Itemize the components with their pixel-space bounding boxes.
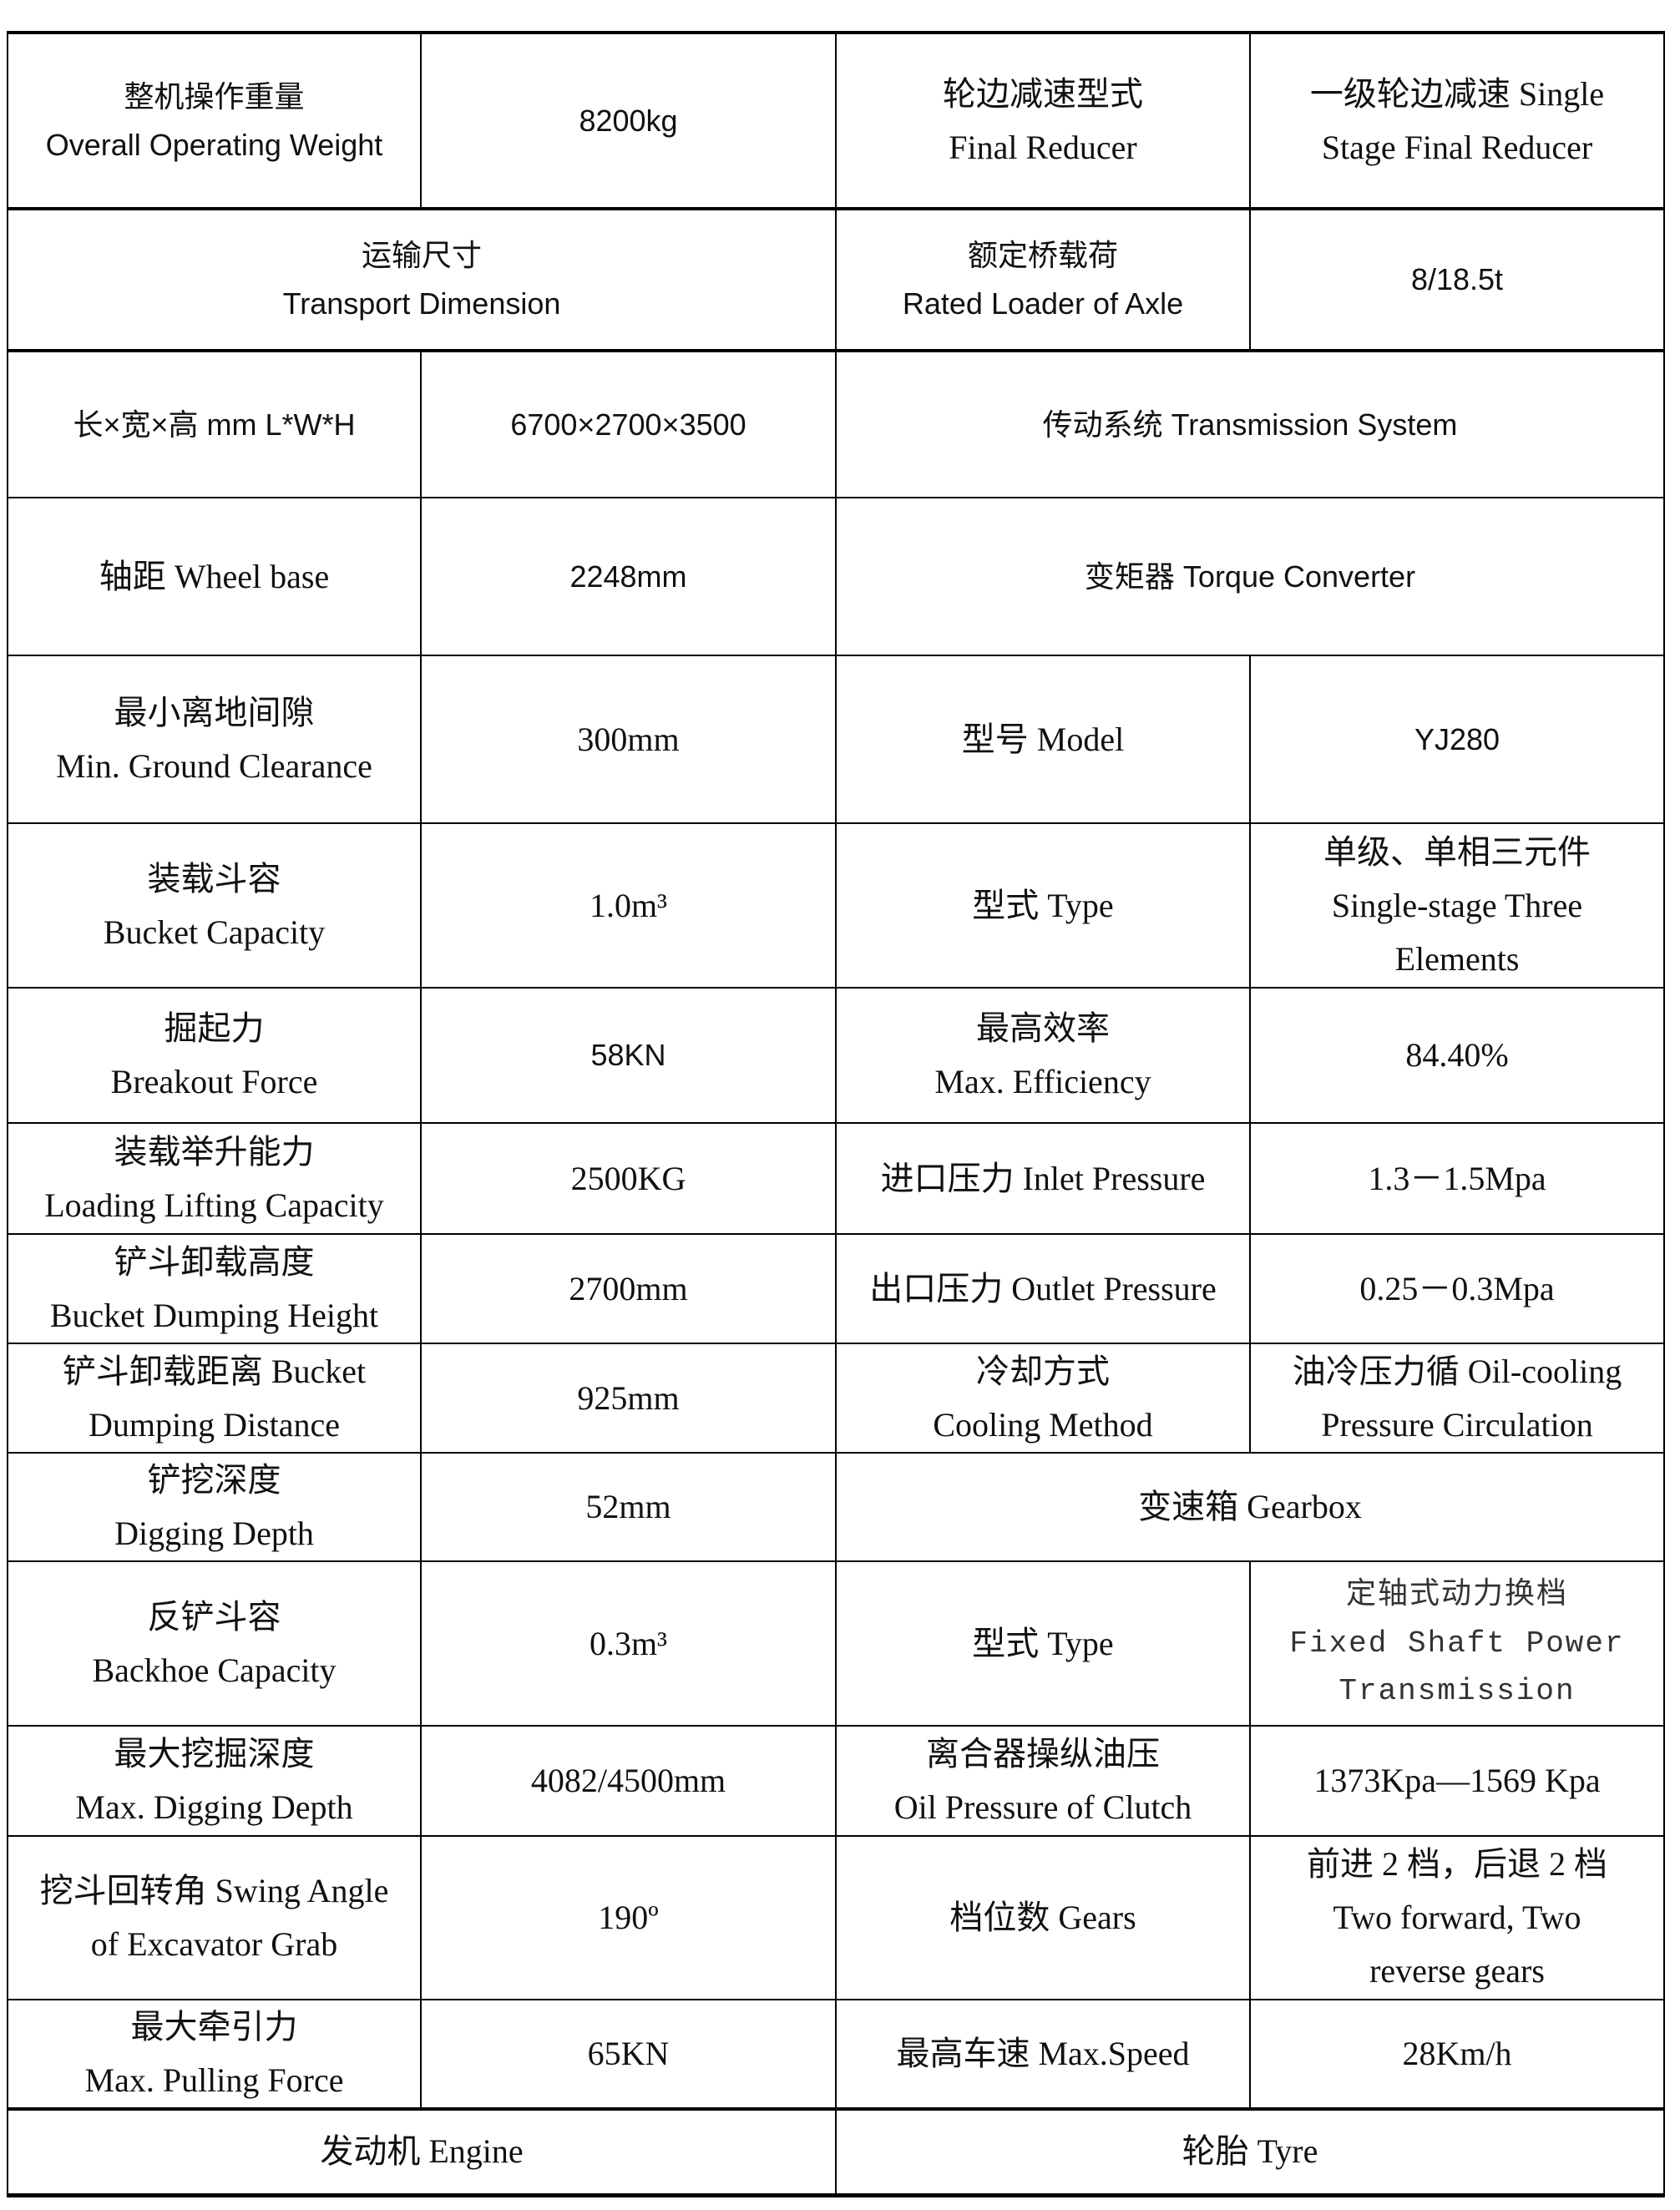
value-max-speed: 28Km/h [1249,1999,1665,2110]
value-gearbox-type: 定轴式动力换档 Fixed Shaft Power Transmission [1249,1560,1665,1727]
label-max-digging-depth: 最大挖掘深度 Max. Digging Depth [7,1725,422,1837]
spec-table: 整机操作重量 Overall Operating Weight 8200kg 轮… [7,31,1665,2197]
label-max-speed: 最高车速 Max.Speed [835,1999,1251,2110]
section-tyre: 轮胎 Tyre [835,2107,1665,2197]
value-ground-clearance: 300mm [420,655,837,824]
label-gears: 档位数 Gears [835,1835,1251,2000]
value-backhoe-capacity: 0.3m³ [420,1560,837,1727]
value-gears: 前进 2 档，后退 2 档 Two forward, Two reverse g… [1249,1835,1665,2000]
value-bucket-capacity: 1.0m³ [420,822,837,989]
value-dumping-height: 2700mm [420,1233,837,1344]
value-digging-depth: 52mm [420,1452,837,1562]
value-operating-weight: 8200kg [420,31,837,210]
label-rated-axle-load: 额定桥载荷 Rated Loader of Axle [835,207,1251,351]
section-torque-converter: 变矩器 Torque Converter [835,497,1665,656]
label-dumping-height: 铲斗卸载高度 Bucket Dumping Height [7,1233,422,1344]
label-converter-type: 型式 Type [835,822,1251,989]
value-final-reducer: 一级轮边减速 Single Stage Final Reducer [1249,31,1665,210]
label-swing-angle: 挖斗回转角 Swing Angle of Excavator Grab [7,1835,422,2000]
label-max-efficiency: 最高效率 Max. Efficiency [835,987,1251,1124]
label-dimensions: 长×宽×高 mm L*W*H [7,349,422,498]
value-dumping-distance: 925mm [420,1343,837,1454]
section-gearbox: 变速箱 Gearbox [835,1452,1665,1562]
label-final-reducer: 轮边减速型式 Final Reducer [835,31,1251,210]
table-row: 轴距 Wheel base 2248mm 变矩器 Torque Converte… [7,497,1665,656]
table-row: 发动机 Engine 轮胎 Tyre [7,2107,1665,2197]
section-transport-dimension: 运输尺寸 Transport Dimension [7,207,837,351]
table-row: 最大挖掘深度 Max. Digging Depth 4082/4500mm 离合… [7,1725,1665,1837]
value-rated-axle-load: 8/18.5t [1249,207,1665,351]
value-lifting-capacity: 2500KG [420,1122,837,1235]
value-max-efficiency: 84.40% [1249,987,1665,1124]
label-wheel-base: 轴距 Wheel base [7,497,422,656]
label-gearbox-type: 型式 Type [835,1560,1251,1727]
label-ground-clearance: 最小离地间隙 Min. Ground Clearance [7,655,422,824]
label-digging-depth: 铲挖深度 Digging Depth [7,1452,422,1562]
table-row: 长×宽×高 mm L*W*H 6700×2700×3500 传动系统 Trans… [7,349,1665,498]
section-engine: 发动机 Engine [7,2107,837,2197]
label-clutch-oil-pressure: 离合器操纵油压 Oil Pressure of Clutch [835,1725,1251,1837]
table-row: 最大牵引力 Max. Pulling Force 65KN 最高车速 Max.S… [7,1999,1665,2110]
label-model: 型号 Model [835,655,1251,824]
value-model: YJ280 [1249,655,1665,824]
table-row: 掘起力 Breakout Force 58KN 最高效率 Max. Effici… [7,987,1665,1124]
value-dimensions: 6700×2700×3500 [420,349,837,498]
table-row: 铲斗卸载距离 Bucket Dumping Distance 925mm 冷却方… [7,1343,1665,1454]
table-row: 运输尺寸 Transport Dimension 额定桥载荷 Rated Loa… [7,207,1665,351]
value-max-digging-depth: 4082/4500mm [420,1725,837,1837]
label-bucket-capacity: 装载斗容 Bucket Capacity [7,822,422,989]
value-breakout-force: 58KN [420,987,837,1124]
table-row: 铲挖深度 Digging Depth 52mm 变速箱 Gearbox [7,1452,1665,1562]
label-cooling-method: 冷却方式 Cooling Method [835,1343,1251,1454]
label-inlet-pressure: 进口压力 Inlet Pressure [835,1122,1251,1235]
value-converter-type: 单级、单相三元件 Single-stage Three Elements [1249,822,1665,989]
label-lifting-capacity: 装载举升能力 Loading Lifting Capacity [7,1122,422,1235]
label-breakout-force: 掘起力 Breakout Force [7,987,422,1124]
value-clutch-oil-pressure: 1373Kpa—1569 Kpa [1249,1725,1665,1837]
table-row: 最小离地间隙 Min. Ground Clearance 300mm 型号 Mo… [7,655,1665,824]
table-row: 反铲斗容 Backhoe Capacity 0.3m³ 型式 Type 定轴式动… [7,1560,1665,1727]
table-row: 挖斗回转角 Swing Angle of Excavator Grab 190º… [7,1835,1665,2000]
value-outlet-pressure: 0.25－0.3Mpa [1249,1233,1665,1344]
value-wheel-base: 2248mm [420,497,837,656]
table-row: 装载斗容 Bucket Capacity 1.0m³ 型式 Type 单级、单相… [7,822,1665,989]
value-cooling-method: 油冷压力循 Oil-cooling Pressure Circulation [1249,1343,1665,1454]
table-row: 铲斗卸载高度 Bucket Dumping Height 2700mm 出口压力… [7,1233,1665,1344]
value-pulling-force: 65KN [420,1999,837,2110]
label-operating-weight: 整机操作重量 Overall Operating Weight [7,31,422,210]
value-inlet-pressure: 1.3－1.5Mpa [1249,1122,1665,1235]
table-row: 装载举升能力 Loading Lifting Capacity 2500KG 进… [7,1122,1665,1235]
section-transmission-system: 传动系统 Transmission System [835,349,1665,498]
value-swing-angle: 190º [420,1835,837,2000]
label-pulling-force: 最大牵引力 Max. Pulling Force [7,1999,422,2110]
label-dumping-distance: 铲斗卸载距离 Bucket Dumping Distance [7,1343,422,1454]
label-backhoe-capacity: 反铲斗容 Backhoe Capacity [7,1560,422,1727]
label-outlet-pressure: 出口压力 Outlet Pressure [835,1233,1251,1344]
table-row: 整机操作重量 Overall Operating Weight 8200kg 轮… [7,31,1665,210]
